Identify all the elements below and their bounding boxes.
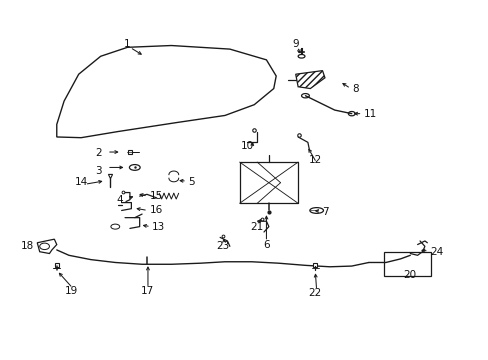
Polygon shape [295,71,325,89]
Ellipse shape [347,112,354,116]
Text: 12: 12 [308,155,321,165]
Text: 9: 9 [292,39,298,49]
Text: 8: 8 [351,84,358,94]
Text: 11: 11 [363,109,376,119]
Text: 7: 7 [322,207,328,217]
Text: 20: 20 [403,270,416,280]
FancyBboxPatch shape [384,252,430,276]
Ellipse shape [301,94,309,98]
Text: 21: 21 [249,222,263,231]
Text: 4: 4 [117,195,123,205]
Text: 13: 13 [152,222,165,231]
Text: 15: 15 [149,191,163,201]
Ellipse shape [309,208,323,213]
Text: 14: 14 [74,177,87,187]
Text: 23: 23 [216,241,229,251]
Text: 1: 1 [124,39,130,49]
Text: 24: 24 [429,247,443,257]
Text: 6: 6 [263,239,269,249]
Text: 16: 16 [149,206,163,216]
Text: 3: 3 [95,166,102,176]
Text: 5: 5 [188,177,195,187]
Ellipse shape [129,165,140,170]
Text: 17: 17 [140,286,153,296]
Text: 18: 18 [21,241,34,251]
Text: 19: 19 [64,286,78,296]
Text: 22: 22 [308,288,321,298]
Text: 10: 10 [240,141,253,151]
Text: 2: 2 [95,148,102,158]
